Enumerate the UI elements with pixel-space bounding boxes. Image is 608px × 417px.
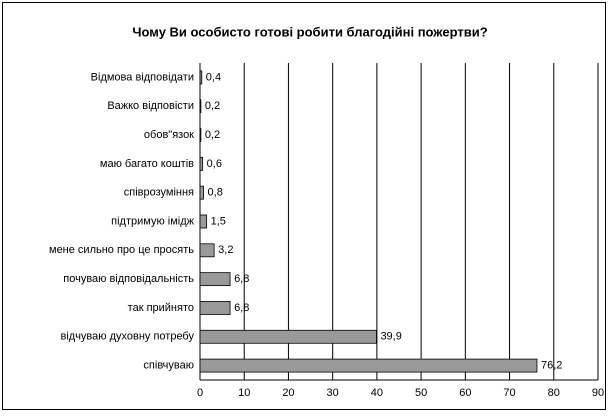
data-label: 0,8 [208,187,223,199]
bar [199,156,204,171]
bar [199,272,231,287]
y-tick-label: підтримую імідж [111,215,194,227]
x-tick-label: 60 [459,387,471,399]
x-tick-label: 80 [548,387,560,399]
bar [199,128,202,142]
data-label: 0,6 [207,158,222,170]
y-tick-label: відчуваю духовну потребу [60,331,194,343]
x-tick-label: 20 [282,387,294,399]
bar [199,214,208,229]
data-label: 0,2 [205,129,220,141]
y-tick-label: співчуваю [143,359,194,371]
bar [199,185,204,200]
x-tick-label: 50 [415,387,427,399]
bar [199,99,202,114]
data-label: 0,4 [206,71,221,83]
data-label: 0,2 [205,100,220,112]
y-tick-label: Важко відповісти [107,100,194,112]
data-label: 6,8 [234,273,249,285]
x-tick-label: 40 [371,387,383,399]
data-label: 1,5 [211,215,226,227]
y-tick-label: Відмова відповідати [91,71,194,83]
y-tick-label: мене сильно про це просять [49,244,194,256]
data-label: 39,9 [380,331,401,343]
bar [199,301,231,315]
y-tick-label: маю багато коштів [100,158,194,170]
bar [199,358,538,373]
data-label: 6,8 [234,302,249,314]
data-label: 76,2 [541,359,562,371]
y-tick-label: обов"язок [144,129,194,141]
bar [199,70,203,85]
x-tick-label: 70 [503,387,515,399]
y-tick-label: так прийнято [128,302,194,314]
chart-title: Чому Ви особисто готові робити благодійн… [132,24,487,39]
bar [199,243,215,258]
y-tick-label: співрозуміння [124,187,194,199]
x-tick-label: 0 [197,387,203,399]
chart-border [2,2,606,410]
x-tick-label: 90 [592,387,604,399]
x-tick-label: 10 [238,387,250,399]
y-tick-label: почуваю відповідальність [63,273,194,285]
bar [199,329,377,344]
data-label: 3,2 [218,244,233,256]
x-tick-label: 30 [327,387,339,399]
